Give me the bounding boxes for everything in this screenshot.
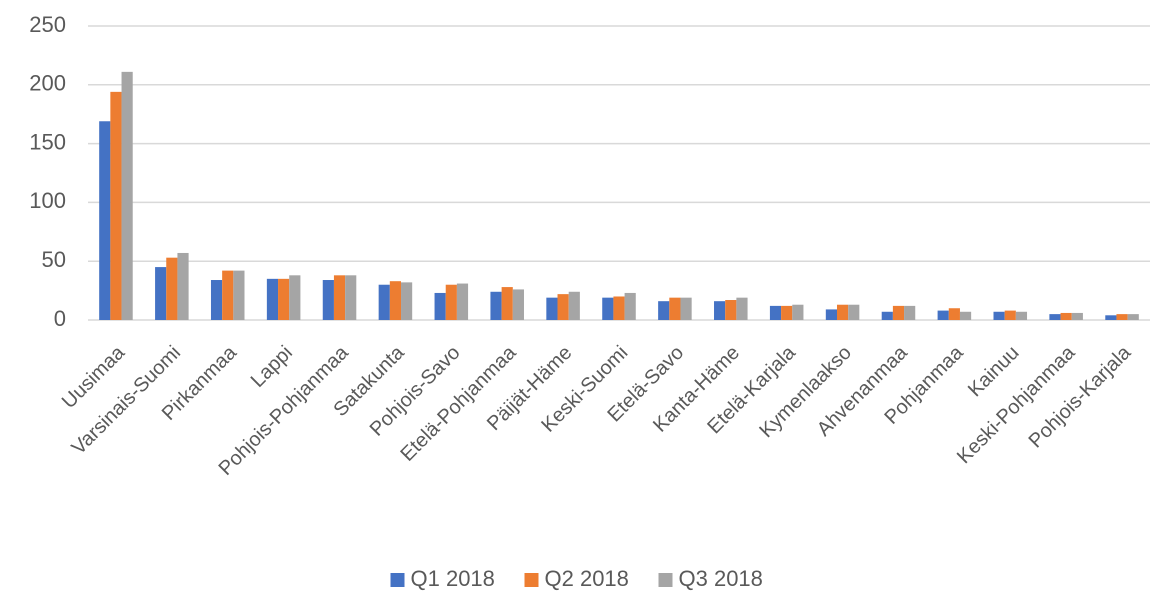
bar (401, 282, 413, 320)
y-tick-label: 250 (29, 12, 66, 37)
bar (557, 294, 569, 320)
bar (1105, 315, 1117, 320)
legend-label: Q2 2018 (545, 566, 629, 591)
legend-swatch (390, 573, 405, 587)
y-tick-label: 200 (29, 71, 66, 96)
legend-label: Q1 2018 (411, 566, 495, 591)
y-tick-label: 100 (29, 188, 66, 213)
bar (345, 275, 357, 320)
bar (166, 257, 178, 320)
bar (848, 304, 860, 320)
legend-swatch (524, 573, 539, 587)
bar (434, 292, 446, 320)
bar (725, 300, 737, 320)
x-tick-label: Pohjois-Karjala (1025, 341, 1136, 452)
bar (210, 280, 223, 320)
bar (825, 309, 837, 320)
y-tick-label: 0 (54, 306, 66, 331)
bar (904, 305, 916, 320)
bar (266, 278, 279, 320)
bar (456, 283, 469, 320)
bar (769, 305, 782, 320)
bar (658, 301, 670, 320)
bar (177, 252, 189, 320)
bar (568, 291, 580, 320)
bar (222, 270, 234, 320)
bar (624, 292, 636, 320)
y-tick-label: 150 (29, 129, 66, 154)
bar (1015, 311, 1028, 320)
bar (714, 301, 726, 320)
bar (602, 297, 614, 320)
bar (1060, 312, 1072, 320)
bar (792, 304, 804, 320)
bar (110, 91, 122, 320)
bar (680, 297, 692, 320)
bar (1116, 314, 1128, 320)
bar (99, 121, 111, 320)
bar (233, 270, 245, 320)
bar (1004, 310, 1016, 320)
bar (881, 311, 893, 320)
bar (121, 71, 133, 320)
bar (836, 304, 849, 320)
x-tick-label: Lappi (247, 342, 297, 392)
bar (546, 297, 558, 320)
bar (937, 310, 949, 320)
bar (389, 281, 402, 320)
bar (512, 289, 524, 320)
bar (959, 311, 972, 320)
bar (1071, 312, 1083, 320)
legend-swatch (658, 573, 673, 587)
bar (1127, 314, 1139, 320)
bar (613, 296, 625, 320)
bar (501, 287, 513, 320)
bar (669, 297, 681, 320)
bar (333, 275, 346, 320)
bar (322, 280, 334, 320)
bar (892, 305, 905, 320)
bar (155, 267, 167, 320)
bar (1049, 314, 1061, 320)
bar (736, 297, 748, 320)
bar (948, 308, 960, 320)
bar (278, 278, 290, 320)
y-tick-label: 50 (42, 247, 66, 272)
legend-label: Q3 2018 (679, 566, 763, 591)
bar (445, 284, 457, 320)
bar (993, 311, 1005, 320)
bar (289, 275, 301, 320)
bar (378, 284, 390, 320)
bar (490, 291, 502, 320)
bar (781, 305, 793, 320)
